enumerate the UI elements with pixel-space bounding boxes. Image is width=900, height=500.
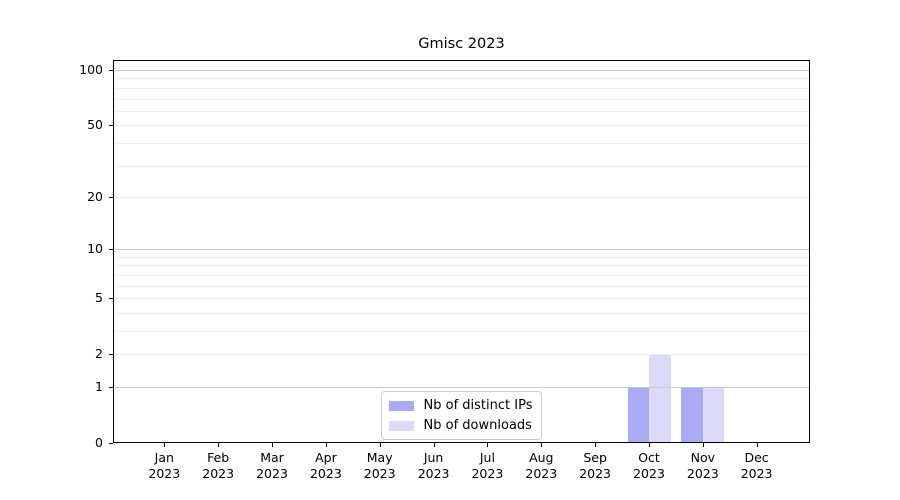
x-tick: [433, 443, 435, 447]
y-tick: [109, 298, 113, 300]
x-tick: [325, 443, 327, 447]
legend-swatch-downloads: [388, 420, 414, 431]
x-tick-label-jun: Jun 2023: [417, 450, 450, 481]
chart-title: Gmisc 2023: [418, 36, 505, 52]
x-tick: [541, 443, 543, 447]
y-tick-label: 5: [95, 290, 103, 306]
x-tick: [756, 443, 758, 447]
legend-swatch-distinct-ips: [388, 400, 414, 411]
y-tick: [109, 387, 113, 388]
x-tick-label-jul: Jul 2023: [471, 450, 504, 481]
y-tick: [109, 354, 113, 356]
x-tick: [379, 443, 381, 447]
x-tick: [702, 443, 704, 447]
x-tick-label-mar: Mar 2023: [256, 450, 288, 481]
x-tick-label-oct: Oct 2023: [633, 450, 665, 481]
y-tick-label: 50: [87, 117, 103, 133]
y-tick: [109, 70, 113, 71]
y-tick: [109, 443, 113, 444]
bar-distinct-ips-oct-2023: [627, 387, 649, 443]
plot-area: 0 1 2 5 10 20 50 100 Jan 2023 Feb 2023 Mar 2023 Apr 20…: [79, 60, 810, 481]
y-tick-label: 2: [95, 346, 103, 362]
x-tick-label-jan: Jan 2023: [148, 450, 181, 481]
x-tick: [164, 443, 166, 447]
x-tick-label-feb: Feb 2023: [202, 450, 235, 481]
y-tick-label: 20: [87, 188, 103, 204]
x-tick-label-sep: Sep 2023: [579, 450, 611, 481]
x-tick-label-nov: Nov 2023: [686, 450, 719, 481]
legend-label-downloads: Nb of downloads: [423, 418, 532, 433]
x-tick: [595, 443, 597, 447]
y-tick: [109, 196, 113, 198]
x-tick-label-apr: Apr 2023: [309, 450, 342, 481]
x-tick-label-may: May 2023: [363, 450, 396, 481]
y-tick-label: 10: [87, 241, 103, 257]
x-tick: [218, 443, 220, 447]
legend-entry-distinct-ips: Nb of distinct IPs: [388, 398, 533, 413]
legend: Nb of distinct IPs Nb of downloads: [380, 391, 543, 440]
y-tick: [109, 125, 113, 127]
y-tick-label: 1: [95, 379, 103, 394]
legend-entry-downloads: Nb of downloads: [388, 418, 533, 433]
x-tick: [272, 443, 273, 447]
x-tick-label-dec: Dec 2023: [740, 450, 773, 481]
y-tick-label: 100: [79, 62, 103, 77]
x-tick: [487, 443, 489, 447]
x-tick: [649, 443, 650, 447]
bar-downloads-nov-2023: [702, 387, 725, 443]
x-tick-label-aug: Aug 2023: [525, 450, 558, 481]
bar-downloads-oct-2023: [649, 354, 671, 443]
bars-layer: [113, 60, 810, 443]
y-tick: [109, 249, 113, 251]
y-tick-label: 0: [95, 435, 103, 450]
bar-distinct-ips-nov-2023: [681, 387, 703, 443]
legend-label-distinct-ips: Nb of distinct IPs: [423, 398, 533, 413]
